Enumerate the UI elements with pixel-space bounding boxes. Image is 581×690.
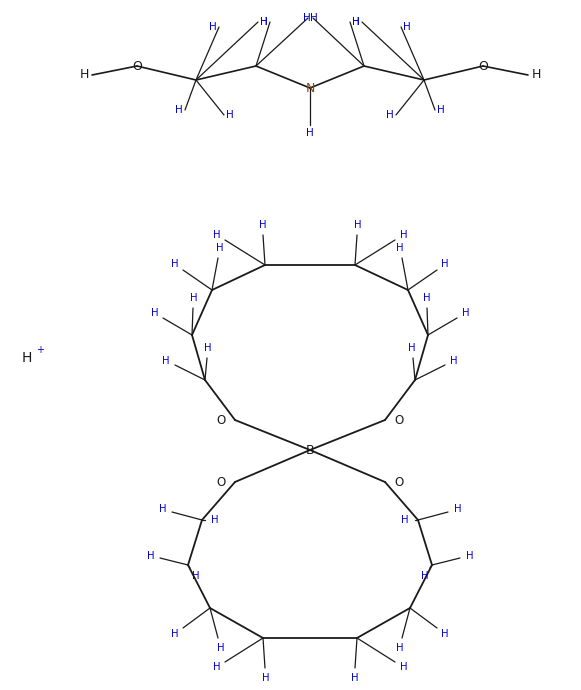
Text: H: H: [150, 308, 158, 318]
Text: H: H: [421, 571, 428, 581]
Text: H: H: [216, 243, 224, 253]
Text: +: +: [36, 345, 44, 355]
Text: H: H: [213, 662, 220, 672]
Text: B: B: [306, 444, 314, 457]
Text: H: H: [466, 551, 474, 560]
Text: N: N: [305, 81, 315, 95]
Text: H: H: [303, 13, 311, 23]
Text: O: O: [478, 59, 488, 72]
Text: H: H: [306, 128, 314, 138]
Text: H: H: [159, 504, 166, 515]
Text: H: H: [450, 355, 458, 366]
Text: H: H: [403, 22, 411, 32]
Text: H: H: [189, 293, 197, 303]
Text: H: H: [442, 629, 449, 639]
Text: H: H: [259, 220, 266, 230]
Text: H: H: [437, 105, 445, 115]
Text: H: H: [400, 230, 407, 239]
Text: H: H: [146, 551, 154, 560]
Text: O: O: [132, 59, 142, 72]
Text: H: H: [400, 662, 407, 672]
Text: O: O: [216, 475, 225, 489]
Text: H: H: [80, 68, 89, 81]
Text: H: H: [171, 629, 179, 639]
Text: H: H: [192, 571, 199, 581]
Text: H: H: [217, 642, 224, 653]
Text: H: H: [260, 17, 268, 27]
Text: H: H: [226, 110, 234, 120]
Text: H: H: [211, 515, 219, 525]
Text: H: H: [354, 220, 361, 230]
Text: O: O: [216, 413, 225, 426]
Text: H: H: [352, 17, 360, 27]
Text: H: H: [442, 259, 449, 269]
Text: H: H: [454, 504, 461, 515]
Text: H: H: [22, 351, 33, 365]
Text: H: H: [162, 355, 170, 366]
Text: H: H: [531, 68, 541, 81]
Text: H: H: [396, 243, 404, 253]
Text: H: H: [350, 673, 358, 683]
Text: H: H: [423, 293, 431, 303]
Text: H: H: [386, 110, 394, 120]
Text: H: H: [260, 17, 268, 27]
Text: H: H: [262, 673, 270, 683]
Text: H: H: [310, 13, 318, 23]
Text: H: H: [462, 308, 469, 318]
Text: H: H: [408, 343, 416, 353]
Text: H: H: [213, 230, 220, 239]
Text: H: H: [396, 642, 403, 653]
Text: O: O: [394, 475, 404, 489]
Text: O: O: [394, 413, 404, 426]
Text: H: H: [171, 259, 178, 269]
Text: H: H: [352, 17, 360, 27]
Text: H: H: [401, 515, 409, 525]
Text: H: H: [204, 343, 211, 353]
Text: H: H: [175, 105, 183, 115]
Text: H: H: [209, 22, 217, 32]
